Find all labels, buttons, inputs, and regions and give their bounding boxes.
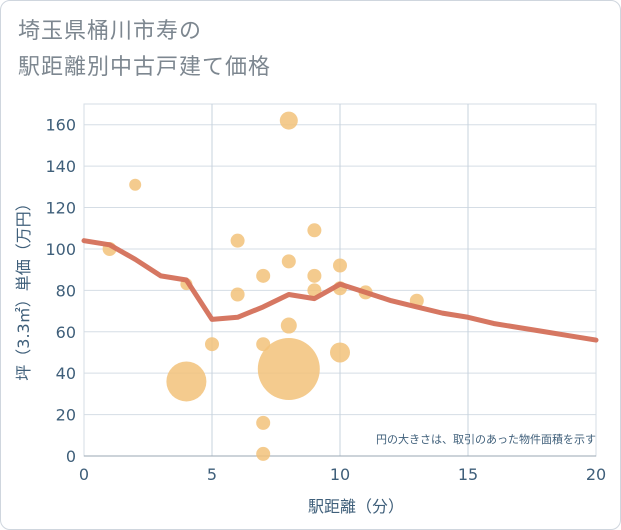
bubble	[257, 338, 320, 401]
bubble	[307, 268, 322, 283]
chart-title: 埼玉県桶川市寿の 駅距離別中古戸建て価格	[18, 14, 271, 86]
y-tick-label: 120	[45, 199, 76, 218]
bubble	[330, 342, 350, 363]
bubble	[279, 111, 298, 130]
size-note: 円の大きさは、取引のあった物件面積を示す	[376, 432, 596, 446]
bubbles	[102, 111, 424, 461]
y-tick-label: 140	[45, 157, 76, 176]
trend-lines	[81, 238, 599, 343]
bubble	[307, 223, 322, 238]
y-tick-label: 40	[56, 364, 76, 383]
x-tick-label: 0	[79, 465, 89, 484]
bubble	[230, 287, 245, 302]
bubble	[256, 415, 271, 430]
trend-line	[81, 238, 599, 343]
bubble	[166, 361, 207, 402]
x-tick-label: 15	[458, 465, 478, 484]
grid-lines	[83, 103, 597, 457]
bubble	[205, 337, 219, 352]
y-axis-label: 坪（3.3㎡）単価（万円）	[14, 195, 33, 380]
bubble	[230, 233, 245, 248]
y-tick-label: 20	[56, 406, 76, 425]
bubble	[280, 317, 297, 334]
y-tick-label: 80	[56, 281, 76, 300]
x-tick-label: 5	[207, 465, 217, 484]
bubble	[256, 268, 271, 283]
chart-title-line-1: 埼玉県桶川市寿の	[18, 19, 203, 44]
x-tick-label: 20	[586, 465, 606, 484]
bubble	[129, 178, 142, 191]
y-tick-labels: 0 20 40 60 80 100 120 140 160	[45, 116, 76, 466]
y-tick-label: 0	[66, 447, 76, 466]
bubble	[256, 446, 271, 461]
chart-title-line-2: 駅距離別中古戸建て価格	[18, 55, 272, 80]
bubble	[281, 254, 296, 269]
y-tick-label: 160	[45, 116, 76, 135]
y-tick-label: 60	[56, 323, 76, 342]
y-tick-label: 100	[45, 240, 76, 259]
x-tick-labels: 0 5 10 15 20	[79, 465, 606, 484]
bubble	[333, 258, 347, 273]
x-axis-label: 駅距離（分）	[308, 497, 404, 516]
x-tick-label: 10	[330, 465, 350, 484]
